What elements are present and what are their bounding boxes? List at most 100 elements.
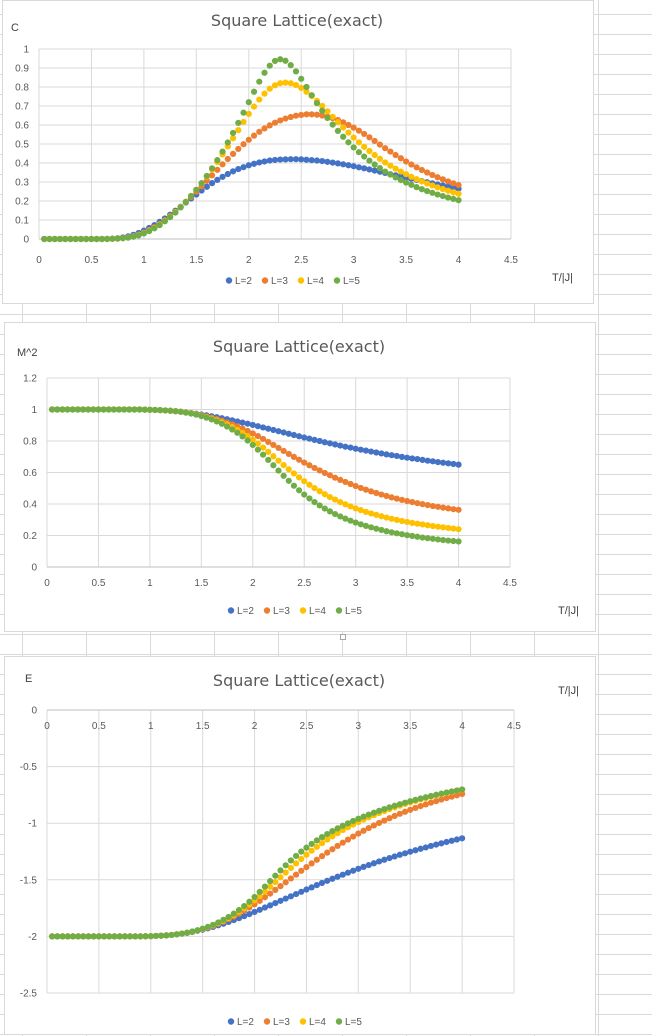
data-point xyxy=(178,930,186,937)
data-point xyxy=(259,424,267,431)
x-tick-label: 2 xyxy=(250,578,256,589)
data-point xyxy=(418,166,425,174)
data-point xyxy=(67,235,74,243)
x-tick-label: 0.5 xyxy=(92,721,106,732)
data-point xyxy=(49,406,56,413)
legend-entry: L=5 xyxy=(343,276,360,287)
chart-specific-heat[interactable]: Square Lattice(exact) C T/|J| 0 0.5 1 1.5 2 2.5 3… xyxy=(2,0,594,304)
data-point xyxy=(292,852,300,860)
selection-handle[interactable] xyxy=(340,634,346,640)
data-point xyxy=(172,209,179,216)
data-point xyxy=(345,139,352,146)
data-point xyxy=(292,860,300,867)
y-tick-label: 0.6 xyxy=(23,468,37,479)
data-point xyxy=(313,856,320,863)
data-point xyxy=(434,174,441,181)
data-point xyxy=(438,796,445,803)
x-tick-label: 2 xyxy=(246,255,252,266)
data-point xyxy=(414,533,421,540)
data-point xyxy=(429,182,436,189)
data-point xyxy=(313,111,321,118)
data-point xyxy=(95,406,102,413)
data-point xyxy=(378,513,385,520)
data-point xyxy=(265,448,272,455)
data-point xyxy=(287,893,294,900)
data-point xyxy=(361,143,368,150)
data-point xyxy=(321,491,328,498)
data-point xyxy=(246,898,253,905)
data-point xyxy=(355,149,363,156)
data-point xyxy=(277,874,284,881)
data-point xyxy=(319,112,326,119)
data-point xyxy=(261,888,269,895)
y-tick-label: 0.4 xyxy=(15,159,29,170)
data-point xyxy=(419,521,426,528)
data-point xyxy=(251,908,258,916)
data-point xyxy=(381,817,388,824)
data-point xyxy=(429,458,436,465)
chart-magnetization[interactable]: Square Lattice(exact) M^2 T/|J| 0 0.5 1 1.5 2 2.… xyxy=(4,322,596,632)
data-point xyxy=(261,90,268,97)
data-point xyxy=(417,845,424,852)
data-point xyxy=(429,171,436,179)
data-point xyxy=(259,435,267,443)
data-point xyxy=(337,499,344,506)
data-point xyxy=(142,933,149,940)
x-tick-label: 4.5 xyxy=(504,255,518,266)
data-point xyxy=(398,496,406,504)
data-point xyxy=(429,502,436,510)
data-point xyxy=(131,406,138,413)
legend-marker xyxy=(263,607,271,614)
data-point xyxy=(130,233,137,240)
chart-energy[interactable]: Square Lattice(exact) E T/|J| 0 0.5 1 1.5 2 2.5 3… xyxy=(4,656,596,1035)
data-point xyxy=(132,933,139,940)
data-point xyxy=(355,865,362,872)
data-point xyxy=(311,436,318,443)
data-point xyxy=(398,531,406,538)
data-point xyxy=(396,810,403,817)
data-point xyxy=(355,127,363,134)
data-point xyxy=(256,78,263,85)
data-point xyxy=(344,820,352,827)
data-point xyxy=(301,434,308,441)
data-point xyxy=(219,173,226,180)
data-point xyxy=(345,162,352,169)
data-point xyxy=(391,853,398,860)
data-point xyxy=(168,931,175,939)
x-tick-label: 2 xyxy=(252,721,258,732)
data-point xyxy=(371,137,378,145)
data-point xyxy=(404,532,411,539)
data-point xyxy=(424,457,431,464)
data-point xyxy=(105,406,112,413)
data-point xyxy=(371,161,378,168)
y-tick-label: 0 xyxy=(31,563,37,574)
data-point xyxy=(295,487,303,494)
data-point xyxy=(392,151,399,159)
data-point xyxy=(272,878,279,886)
data-point xyxy=(251,893,258,901)
data-point xyxy=(429,522,436,530)
data-point xyxy=(350,817,357,825)
data-point xyxy=(261,883,269,890)
data-point xyxy=(239,425,246,432)
data-point xyxy=(301,491,308,498)
data-point xyxy=(271,82,279,89)
data-point xyxy=(267,878,274,885)
series-l5 xyxy=(41,56,462,243)
data-point xyxy=(453,792,461,799)
data-point xyxy=(256,906,263,913)
data-point xyxy=(121,933,128,940)
data-point xyxy=(404,518,411,526)
legend-marker xyxy=(225,277,233,284)
data-point xyxy=(373,511,380,518)
data-point xyxy=(126,933,134,940)
data-point xyxy=(256,96,263,103)
data-point xyxy=(439,192,446,200)
data-point xyxy=(298,75,305,82)
legend-marker xyxy=(299,607,307,614)
data-point xyxy=(448,793,455,800)
x-tick-label: 3.5 xyxy=(400,578,414,589)
data-point xyxy=(329,828,336,835)
data-point xyxy=(244,427,251,435)
data-point xyxy=(259,444,267,451)
